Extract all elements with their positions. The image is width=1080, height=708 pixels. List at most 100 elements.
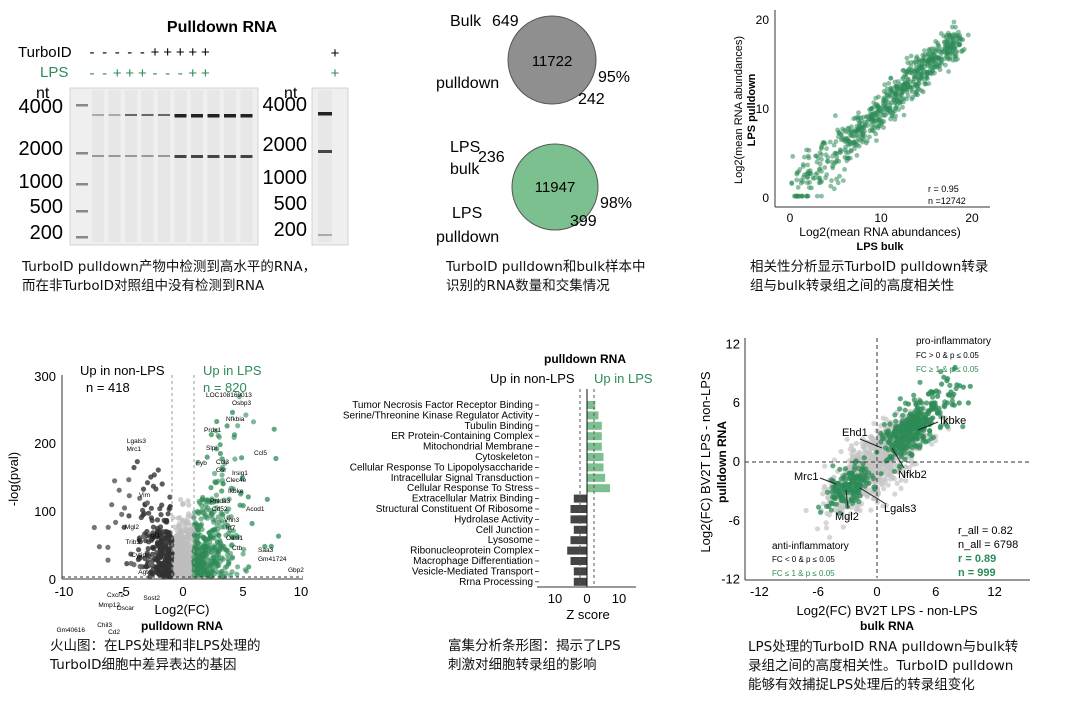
turboid-sign: + (176, 44, 185, 61)
fc-legend-anti-title: anti-inflammatory (772, 541, 849, 552)
volcano-point (121, 524, 127, 530)
volcano-point (230, 528, 236, 534)
corr-point (900, 68, 906, 73)
ladder-1000-left: 1000 (19, 171, 64, 193)
fc-point (894, 480, 900, 487)
fc-gene-lgals3: Lgals3 (884, 503, 916, 515)
fc-point (911, 418, 917, 424)
corr-point (908, 63, 914, 69)
volcano-point (191, 532, 198, 538)
fc-point (886, 438, 892, 444)
fc-ylabel-1: Log2(FC) BV2T LPS - non-LPS (698, 371, 713, 552)
volcano-gene-label: Clec4e (226, 477, 247, 484)
fc-point (849, 451, 855, 457)
volcano-caption: 火山图：在LPS处理和非LPS处理的 TurboID细胞中差异表达的基因 (50, 637, 260, 675)
gel-panel: Pulldown RNA TurboID LPS - - - - - + + + + + - - + +… (0, 0, 360, 300)
fc-ylabel-2: pulldown RNA (715, 421, 729, 503)
gel-lps-label: LPS (40, 64, 68, 81)
volcano-point (163, 518, 169, 524)
enrich-category-label: Cellular Response To Stress (407, 483, 533, 494)
volcano-gene-label: Igf1 (149, 532, 160, 539)
volcano-point (196, 557, 202, 563)
volcano-point (177, 557, 183, 563)
fc-point (888, 454, 894, 460)
fc-point (853, 440, 859, 446)
band-28s (224, 114, 236, 118)
volcano-point (223, 532, 229, 538)
volcano-gene-label: Chil3 (97, 622, 112, 629)
volcano-point (140, 507, 146, 513)
corr-point (860, 133, 866, 139)
volcano-point (109, 502, 115, 508)
gel-lane (125, 90, 137, 242)
enrichment-panel: pulldown RNA Up in non-LPS Up in LPS Tum… (330, 345, 690, 708)
corr-point (919, 72, 925, 78)
corr-point (856, 110, 861, 116)
volcano-point (144, 480, 151, 486)
enrich-category-label: Cytoskeleton (475, 452, 533, 463)
volcano-gene-label: Sost2 (143, 595, 160, 602)
corr-point (951, 44, 957, 50)
fc-point (896, 463, 902, 469)
fc-point (885, 447, 891, 453)
volcano-point (224, 563, 230, 569)
volcano-right-title-2: n = 820 (203, 380, 247, 395)
corr-point (834, 176, 839, 182)
volcano-point (214, 505, 220, 511)
corr-point (855, 117, 861, 123)
volcano-point (229, 569, 235, 575)
volcano-point (228, 514, 234, 520)
fc-point (917, 417, 923, 423)
volcano-point (185, 543, 191, 549)
volcano-point (250, 419, 257, 425)
volcano-point (151, 472, 157, 478)
corr-point (795, 185, 801, 190)
enrich-bars: Tumor Necrosis Factor Receptor BindingSe… (343, 400, 611, 588)
fc-point (900, 430, 906, 436)
fc-gene-nfkb2: Nfkb2 (898, 469, 927, 481)
volcano-point (219, 488, 225, 494)
fc-point (906, 431, 912, 437)
volcano-point (194, 566, 200, 572)
corr-point (823, 152, 829, 158)
volcano-point (154, 550, 160, 556)
corr-point (927, 54, 932, 59)
enrich-bar (570, 536, 587, 545)
volcano-ylabel: -log(pval) (6, 452, 21, 506)
corr-point (819, 142, 825, 148)
corr-point (846, 125, 852, 131)
enrich-bar (587, 442, 602, 451)
volcano-point (105, 544, 111, 550)
corr-point (873, 124, 879, 129)
fc-point (938, 369, 944, 375)
corr-point (808, 171, 813, 176)
lps-sign: + (125, 65, 134, 82)
lps-sign: + (138, 65, 147, 82)
fc-point (905, 401, 911, 407)
corr-point (914, 88, 919, 94)
volcano-point (140, 534, 146, 540)
ladder-200-right: 200 (274, 219, 307, 241)
volcano-point (202, 514, 208, 520)
volcano-ytick-100: 100 (34, 504, 56, 519)
volcano-point (224, 547, 230, 553)
lps-sign: + (113, 65, 122, 82)
volcano-point (153, 486, 159, 492)
band-28s (141, 114, 154, 116)
volcano-gene-label: Gm41724 (258, 556, 287, 563)
fc-point (900, 412, 906, 418)
volcano-point (204, 454, 210, 460)
fc-ytick: 12 (726, 336, 740, 351)
fc-point (891, 468, 897, 474)
fc-point (861, 455, 867, 461)
venn-caption-line1: TurboID pulldown和bulk样本中 (446, 259, 646, 275)
corr-point (817, 175, 823, 181)
volcano-point (268, 543, 274, 549)
volcano-gene-label: Mmp12 (98, 602, 120, 609)
corr-point (875, 112, 881, 118)
corr-point (919, 58, 925, 63)
band-28s-side (318, 112, 332, 116)
corr-ylabel-1: Log2(mean RNA abundances) (733, 36, 745, 184)
gel-title: Pulldown RNA (167, 19, 278, 36)
band-18s (191, 155, 203, 158)
